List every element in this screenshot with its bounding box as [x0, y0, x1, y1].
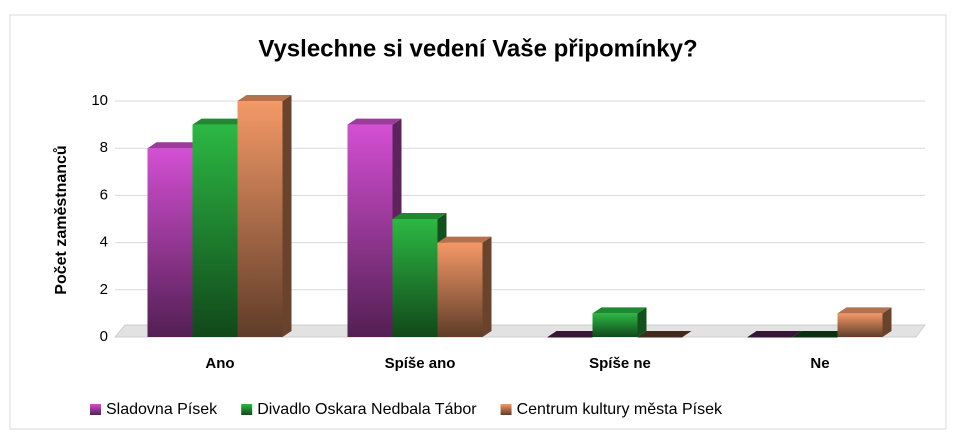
bar-top [837, 307, 892, 314]
bar-top [347, 118, 402, 125]
x-tick-label: Spíše ano [385, 355, 456, 372]
bar [592, 307, 647, 337]
legend-swatch [90, 404, 101, 415]
legend-swatch [241, 404, 253, 415]
bar-front [637, 337, 683, 338]
y-axis-label: Počet zaměstnanců [53, 145, 70, 294]
bar-top [192, 118, 247, 125]
bar-top [592, 307, 647, 314]
y-tick-label: 0 [100, 328, 108, 345]
bar [547, 331, 602, 338]
bar-top [147, 142, 202, 149]
bar-front [547, 337, 593, 338]
legend-label: Centrum kultury města Písek [517, 401, 723, 418]
bar [437, 236, 492, 337]
bar-side [882, 307, 892, 337]
bar-front [392, 219, 438, 337]
bar-front [792, 337, 838, 338]
bar [837, 307, 892, 337]
bar [637, 331, 692, 338]
chart-title: Vyslechne si vedení Vaše připomínky? [258, 35, 697, 62]
bar-top [392, 213, 447, 219]
legend-label: Divadlo Oskara Nedbala Tábor [257, 401, 477, 418]
bar-front [347, 124, 393, 337]
bar-front [837, 313, 883, 337]
bar-front [147, 148, 193, 337]
legend-swatch [500, 404, 512, 415]
bar-side [482, 236, 492, 337]
bar [792, 331, 847, 338]
y-tick-label: 2 [100, 281, 108, 298]
bar-front [437, 242, 483, 337]
bar [747, 331, 802, 338]
y-tick-label: 6 [100, 186, 108, 203]
bar-top [237, 95, 292, 101]
x-tick-label: Ne [810, 355, 829, 372]
y-tick-label: 4 [100, 234, 108, 251]
bar-side [282, 95, 292, 337]
y-tick-label: 10 [91, 92, 108, 109]
bar-front [237, 101, 283, 337]
x-tick-label: Spíše ne [589, 355, 651, 372]
bar-top [792, 331, 847, 337]
legend-label: Sladovna Písek [106, 401, 218, 418]
bar-top [747, 331, 802, 337]
bar-side [637, 307, 647, 337]
x-tick-label: Ano [205, 355, 234, 372]
bar-front [592, 313, 638, 337]
bar-top [637, 331, 692, 337]
y-tick-label: 8 [100, 139, 108, 156]
bar-top [437, 236, 492, 243]
bar-front [192, 124, 238, 337]
bar-front [747, 337, 793, 338]
bar-top [547, 331, 602, 337]
bar [237, 95, 292, 337]
